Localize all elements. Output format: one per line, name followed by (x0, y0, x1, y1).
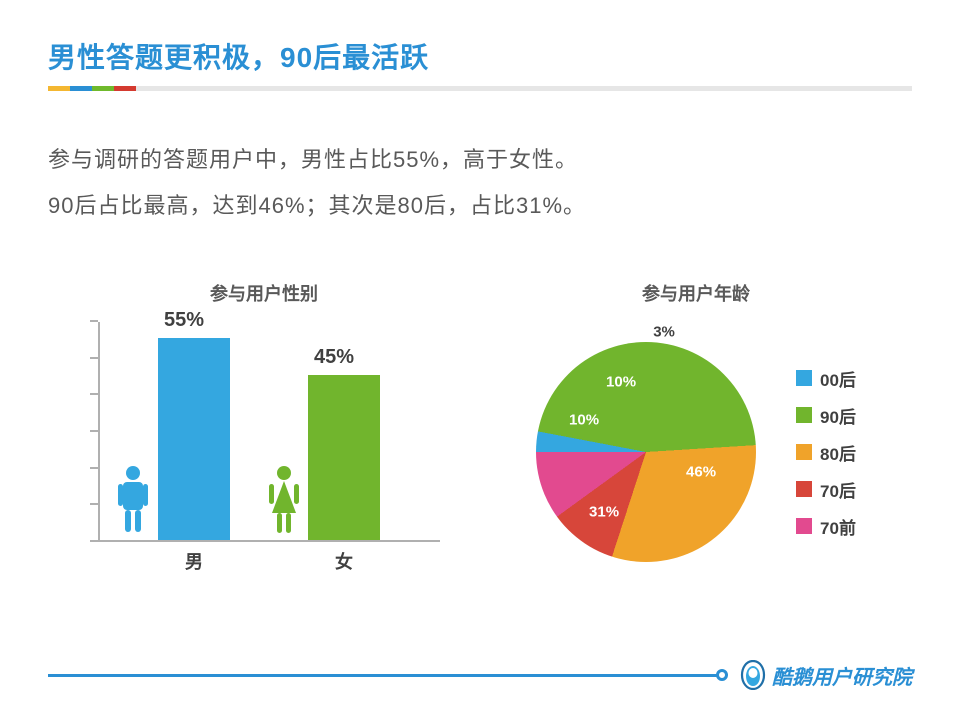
pie-label-70后: 10% (569, 412, 599, 429)
brand-logo-icon (740, 660, 766, 690)
female-person-icon (266, 465, 302, 540)
y-axis (98, 322, 100, 542)
gender-chart-title: 参与用户性别 (48, 280, 480, 306)
pie-label-90后: 46% (686, 464, 716, 481)
male-person-icon (116, 465, 150, 540)
x-axis (98, 540, 440, 542)
pie-label-80后: 31% (589, 504, 619, 521)
body-text: 参与调研的答题用户中，男性占比55%，高于女性。90后占比最高，达到46%；其次… (48, 137, 912, 229)
gender-chart: 参与用户性别 55%男 45%女 (48, 280, 480, 630)
legend-item-90后: 90后 (796, 403, 856, 428)
footer: 酷鹅用户研究院 (48, 660, 912, 690)
brand: 酷鹅用户研究院 (740, 660, 912, 690)
legend-item-80后: 80后 (796, 440, 856, 465)
gender-bar-女 (308, 375, 380, 540)
page-title: 男性答题更积极，90后最活跃 (48, 36, 912, 76)
footer-line (48, 674, 718, 677)
age-chart: 参与用户年龄 3% 46% 31% 10% 10% 00后 90后 80后 70后 70前 (480, 280, 912, 630)
age-chart-title: 参与用户年龄 (480, 280, 912, 306)
age-legend: 00后 90后 80后 70后 70前 (796, 366, 856, 539)
legend-item-70前: 70前 (796, 514, 856, 539)
pie-label-70前: 10% (606, 374, 636, 391)
title-underline (48, 86, 912, 91)
age-pie: 3%46%31%10%10% (536, 342, 756, 562)
gender-bar-男 (158, 338, 230, 540)
gender-bar-area: 55%男 45%女 (78, 322, 450, 562)
legend-item-70后: 70后 (796, 477, 856, 502)
brand-text: 酷鹅用户研究院 (772, 661, 912, 690)
legend-item-00后: 00后 (796, 366, 856, 391)
pie-label-00后: 3% (653, 324, 675, 341)
